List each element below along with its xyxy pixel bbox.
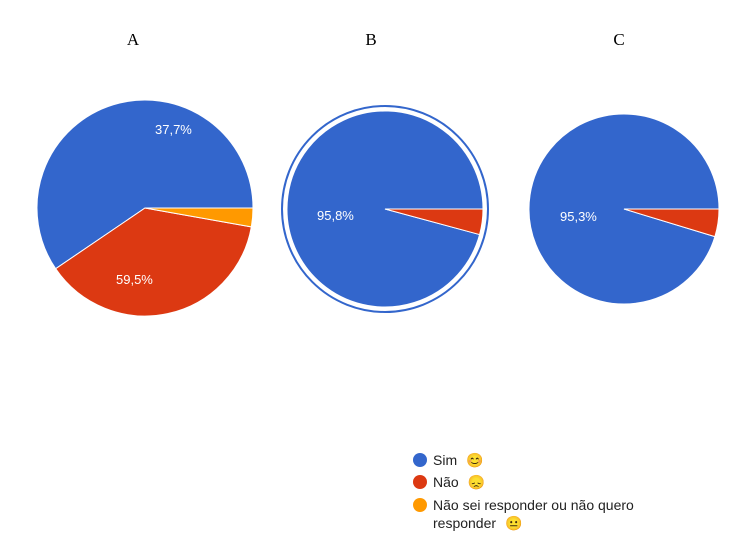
data-label-b-sim: 95,8% <box>317 208 354 223</box>
legend-swatch-nao-sei <box>413 498 427 512</box>
legend-label-nao: Não <box>433 474 459 490</box>
pie-a: 59,5% 37,7% <box>36 99 254 317</box>
pie-slice-a-nao-sei[interactable] <box>144 207 254 228</box>
legend: Sim 😊 Não 😞 Não sei responder ou não que… <box>413 452 634 531</box>
pie-highlight-outline-b <box>281 105 489 313</box>
pie-slice-a-nao[interactable] <box>54 207 252 317</box>
pie-slice-a-sim[interactable] <box>36 99 254 270</box>
legend-label-sim: Sim <box>433 452 457 468</box>
pie-title-b: B <box>365 30 376 49</box>
pie-panel-b: B 95,8% <box>281 30 489 313</box>
data-label-c-sim: 95,3% <box>560 209 597 224</box>
svg-text:Sim 😊: Sim 😊 <box>433 452 483 468</box>
pie-slice-b-nao[interactable] <box>384 208 484 236</box>
legend-item-sim[interactable]: Sim 😊 <box>413 452 483 468</box>
pie-panel-a: A 59,5% 37,7% <box>36 30 254 317</box>
svg-text:Não 😞: Não 😞 <box>433 474 485 490</box>
legend-label-nao-sei-line1: Não sei responder ou não quero <box>433 497 634 513</box>
smiling-emoji-icon: 😊 <box>466 452 483 468</box>
neutral-emoji-icon: 😐 <box>505 515 522 531</box>
legend-label-nao-sei-line2: responder <box>433 515 496 531</box>
legend-swatch-sim <box>413 453 427 467</box>
pie-panel-c: C 95,3% <box>528 30 720 305</box>
data-label-a-sim: 59,5% <box>116 272 153 287</box>
disappointed-emoji-icon: 😞 <box>468 474 485 490</box>
data-label-a-nao: 37,7% <box>155 122 192 137</box>
legend-item-nao[interactable]: Não 😞 <box>413 474 485 490</box>
legend-swatch-nao <box>413 475 427 489</box>
pie-b: 95,8% <box>281 105 489 313</box>
pie-title-a: A <box>127 30 140 49</box>
pie-c: 95,3% <box>528 113 720 305</box>
svg-text:responder 😐: responder 😐 <box>433 515 522 531</box>
legend-item-nao-sei[interactable]: Não sei responder ou não quero responder… <box>413 497 634 531</box>
pie-title-c: C <box>613 30 624 49</box>
pie-slice-c-nao[interactable] <box>623 208 720 238</box>
